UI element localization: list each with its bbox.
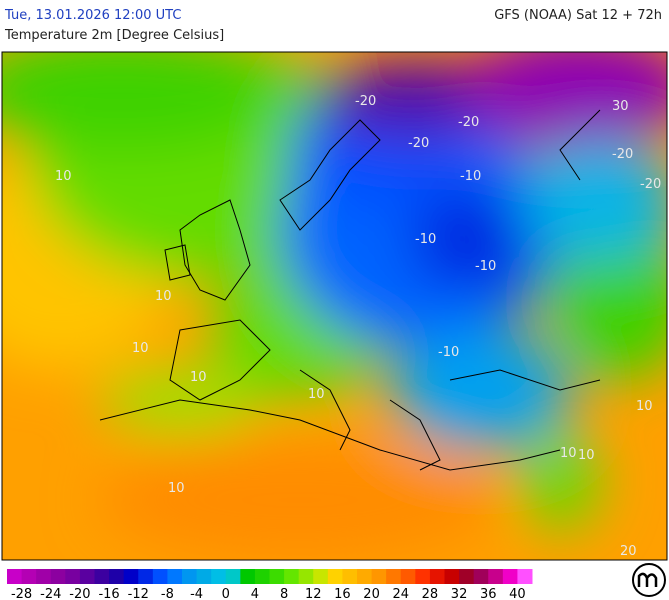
colorbar-tick-label: -24 [40,587,61,600]
contour-label: -20 [355,94,376,109]
coastlines [99,109,601,471]
colorbar-swatch [240,569,256,584]
colorbar-swatch [182,569,198,584]
colorbar-swatch [167,569,183,584]
colorbar-swatch [284,569,300,584]
contour-labels: 101010101010-10-10-10-10-20-20-20-20-203… [55,94,661,559]
colorbar-swatch [386,569,402,584]
colorbar-swatch [473,569,489,584]
contour-label: 10 [578,448,595,463]
contour-label: -10 [415,232,436,247]
colorbar-swatch [444,569,460,584]
colorbar-swatch [342,569,358,584]
contour-label: 10 [636,399,653,414]
contour-label: 20 [620,544,637,559]
colorbar-tick-label: 24 [392,587,409,600]
contour-label: -20 [612,147,633,162]
date-label: Tue, 13.01.2026 12:00 UTC [4,8,181,23]
colorbar-swatch [313,569,329,584]
contour-label: 10 [190,370,207,385]
colorbar-tick-label: -16 [98,587,119,600]
contour-label: 10 [168,481,185,496]
colorbar-swatch [50,569,66,584]
colorbar-tick-label: -8 [161,587,174,600]
colorbar-swatch [502,569,518,584]
colorbar-swatch [65,569,81,584]
colorbar-tick-label: -20 [69,587,90,600]
colorbar-swatch [415,569,431,584]
colorbar-swatch [254,569,270,584]
map-frame [1,51,668,561]
colorbar-tick-label: 36 [480,587,497,600]
contour-label: 30 [612,99,629,114]
colorbar-tick-label: 16 [334,587,351,600]
colorbar-tick-label: 32 [451,587,468,600]
colorbar-swatch [21,569,37,584]
colorbar-swatch [79,569,95,584]
colorbar-swatch [36,569,52,584]
colorbar-swatch [357,569,373,584]
map-title: Temperature 2m [Degree Celsius] [4,28,224,43]
colorbar-tick-label: 20 [363,587,380,600]
colorbar-swatch [327,569,343,584]
contour-label: -10 [475,259,496,274]
contour-label: -20 [458,115,479,130]
colorbar-tick-label: 0 [222,587,230,600]
colorbar-swatch [488,569,504,584]
colorbar-swatch [429,569,445,584]
colorbar-swatch [196,569,212,584]
colorbar-tick-label: 8 [280,587,288,600]
contour-label: -10 [460,169,481,184]
model-label: GFS (NOAA) Sat 12 + 72h [494,8,662,23]
colorbar-tick-label: -4 [190,587,203,600]
colorbar-swatch [94,569,110,584]
colorbar-tick-label: 40 [509,587,526,600]
contour-label: 10 [308,387,325,402]
colorbar-swatch [7,569,23,584]
colorbar-tick-label: 4 [251,587,259,600]
colorbar-swatch [371,569,387,584]
colorbar-swatch [211,569,227,584]
colorbar-swatch [152,569,168,584]
contour-label: 10 [132,341,149,356]
colorbar-tick-label: -28 [11,587,32,600]
contour-label: 10 [560,446,577,461]
colorbar-swatch [400,569,416,584]
contour-label: -20 [408,136,429,151]
logo [632,563,666,597]
contour-label: -20 [640,177,661,192]
colorbar-tick-label: -12 [128,587,149,600]
colorbar-swatch [517,569,533,584]
colorbar-swatch [269,569,285,584]
colorbar-swatch [138,569,154,584]
colorbar-swatch [123,569,139,584]
colorbar-tick-label: 12 [305,587,322,600]
colorbar-swatch [459,569,475,584]
colorbar-swatch [298,569,314,584]
colorbar-swatch [225,569,241,584]
colorbar: -28 -24 -20 -16 -12 -8 -4 0 4 8 12 16 20 24 28 32 36 40 [7,569,533,600]
contour-label: 10 [55,169,72,184]
colorbar-swatch [109,569,125,584]
colorbar-tick-label: 28 [422,587,439,600]
map-field: 101010101010-10-10-10-10-20-20-20-20-203… [2,52,667,560]
contour-label: -10 [438,345,459,360]
contour-label: 10 [155,289,172,304]
